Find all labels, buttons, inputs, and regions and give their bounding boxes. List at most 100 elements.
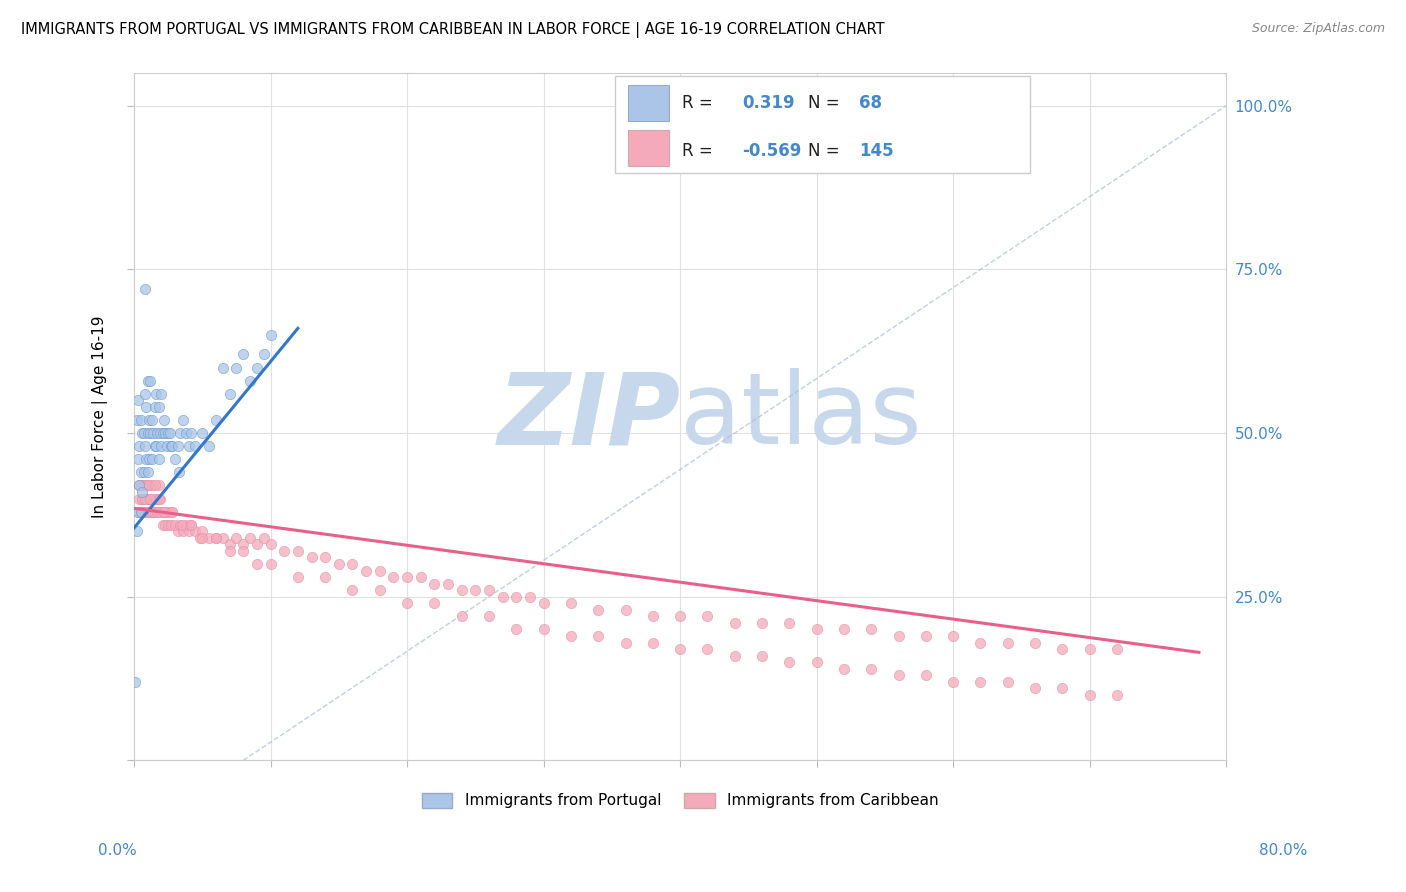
Point [198,439,221,453]
Point [136,478,159,492]
Point [641,635,664,649]
Point [860,623,883,637]
Point [191,524,214,539]
Point [128,491,150,506]
Point [225,531,247,545]
Text: 68: 68 [859,95,882,112]
Point [157,425,180,440]
Point [160,439,183,453]
Point [159,425,181,440]
Point [253,531,276,545]
Point [1052,681,1074,696]
Point [287,570,309,584]
Point [138,413,160,427]
Point [127,505,149,519]
Point [163,452,186,467]
Point [533,596,555,610]
Point [246,360,269,375]
Point [259,537,281,551]
Point [125,524,148,539]
Point [162,505,184,519]
Point [560,596,582,610]
Text: R =: R = [682,143,718,161]
Point [724,648,747,663]
Point [942,629,965,643]
Text: N =: N = [808,143,845,161]
Point [129,505,152,519]
Point [139,491,162,506]
Point [143,439,166,453]
Point [148,452,170,467]
Point [174,517,197,532]
Point [533,623,555,637]
Point [396,570,419,584]
Point [586,603,609,617]
Point [159,505,181,519]
Point [211,360,233,375]
Point [136,425,159,440]
Point [180,517,202,532]
Point [148,505,170,519]
Point [135,505,157,519]
Point [396,596,419,610]
Point [860,662,883,676]
Point [184,524,207,539]
Point [218,537,240,551]
Point [129,413,152,427]
Point [354,564,377,578]
Point [806,623,828,637]
Point [125,413,148,427]
Point [180,425,202,440]
Point [139,374,162,388]
Point [141,413,163,427]
Point [232,537,254,551]
Point [162,439,184,453]
Point [232,544,254,558]
FancyBboxPatch shape [614,77,1029,173]
Point [188,531,211,545]
Point [342,557,364,571]
Point [135,452,157,467]
Point [138,491,160,506]
Point [135,491,157,506]
Point [142,425,165,440]
Point [915,668,938,682]
Point [136,478,159,492]
Point [146,505,169,519]
Point [148,478,170,492]
Point [127,452,149,467]
Point [519,590,541,604]
Point [218,544,240,558]
Point [153,505,176,519]
Point [301,550,323,565]
Point [149,425,172,440]
Point [239,531,262,545]
Point [134,491,156,506]
Point [314,550,336,565]
FancyBboxPatch shape [627,86,669,121]
Text: IMMIGRANTS FROM PORTUGAL VS IMMIGRANTS FROM CARIBBEAN IN LABOR FORCE | AGE 16-19: IMMIGRANTS FROM PORTUGAL VS IMMIGRANTS F… [21,22,884,38]
Point [1105,642,1128,657]
Point [614,635,637,649]
Point [150,386,173,401]
Point [127,505,149,519]
Point [614,603,637,617]
Point [586,629,609,643]
Point [143,491,166,506]
Point [969,635,991,649]
Point [148,491,170,506]
Point [724,615,747,630]
Point [806,655,828,669]
Point [641,609,664,624]
Point [409,570,432,584]
Point [155,517,177,532]
Point [887,629,910,643]
Point [246,557,269,571]
Point [143,400,166,414]
Text: 145: 145 [859,143,894,161]
Point [155,425,177,440]
Point [942,674,965,689]
Text: ZIP: ZIP [498,368,681,466]
Point [134,282,156,296]
Point [198,531,221,545]
